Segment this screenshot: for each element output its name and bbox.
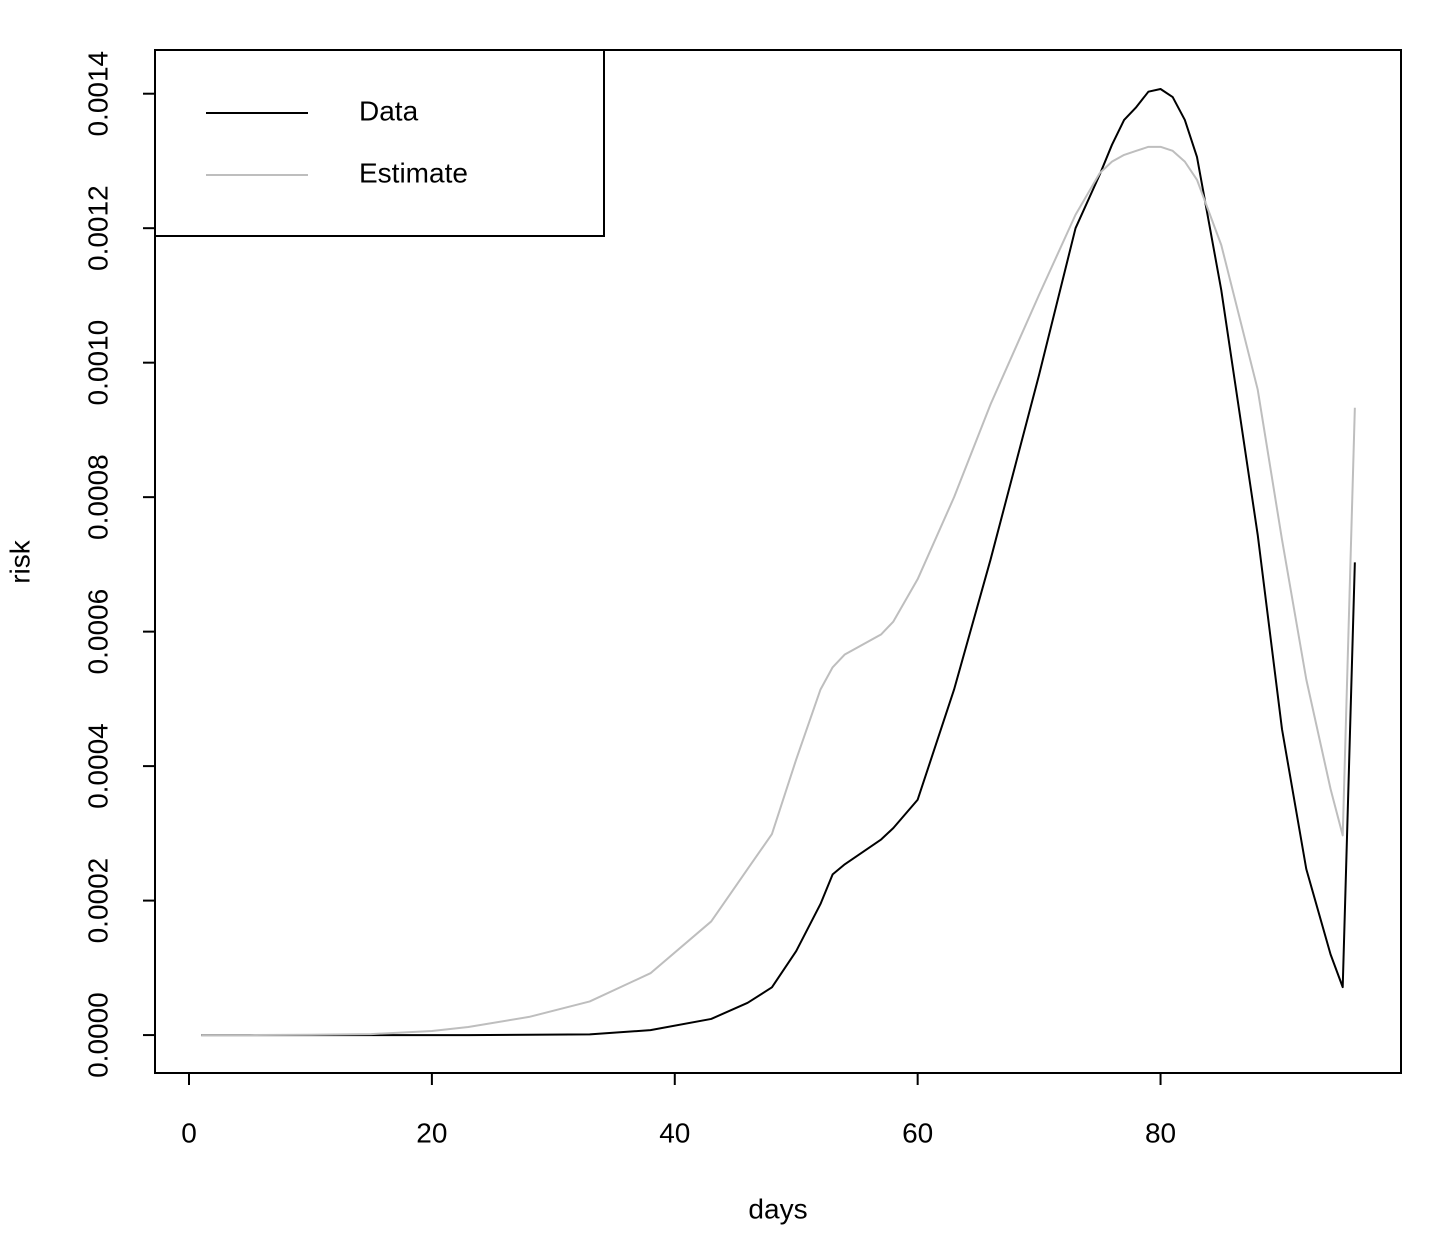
y-tick-label: 0.0000 <box>82 992 113 1078</box>
y-tick-label: 0.0006 <box>82 589 113 675</box>
y-axis-label: risk <box>4 539 35 584</box>
y-tick-label: 0.0014 <box>82 51 113 137</box>
y-tick-label: 0.0002 <box>82 858 113 944</box>
x-axis-label: days <box>748 1193 807 1224</box>
x-tick-label: 80 <box>1145 1117 1176 1148</box>
y-tick-label: 0.0004 <box>82 723 113 809</box>
x-tick-label: 0 <box>181 1117 197 1148</box>
y-tick-label: 0.0008 <box>82 454 113 540</box>
y-tick-label: 0.0012 <box>82 185 113 271</box>
x-tick-label: 60 <box>902 1117 933 1148</box>
y-tick-label: 0.0010 <box>82 320 113 406</box>
x-tick-label: 40 <box>659 1117 690 1148</box>
x-tick-label: 20 <box>416 1117 447 1148</box>
data-line <box>201 145 1356 1037</box>
legend-label: Data <box>359 95 419 126</box>
legend-label: Estimate <box>359 157 468 188</box>
data-line <box>201 87 1356 1037</box>
legend-box <box>154 49 605 237</box>
